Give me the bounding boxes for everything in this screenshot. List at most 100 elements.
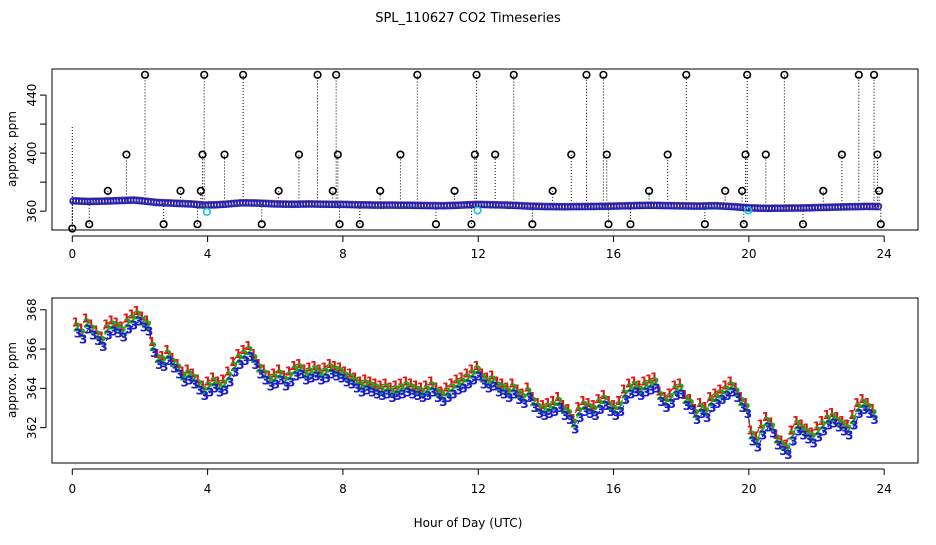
- top-y-axis-title: approx. ppm: [5, 111, 19, 187]
- bottom-series-1-point: 1: [193, 373, 201, 387]
- bottom-series-1-point: 1: [685, 392, 693, 406]
- bottom-series-2-point: 2: [793, 419, 801, 433]
- bottom-series-3-point: 3: [206, 385, 214, 399]
- bottom-series-2-point: 2: [331, 364, 339, 378]
- bottom-series-2-point: 2: [403, 379, 411, 393]
- bottom-series-3-point: 3: [140, 320, 148, 334]
- bottom-series-1-point: 1: [579, 394, 587, 408]
- bottom-series-1-point: 1: [351, 371, 359, 385]
- bottom-series-3-point: 3: [794, 425, 802, 439]
- bottom-series-3-point: 3: [850, 419, 858, 433]
- bottom-series-1-point: 1: [655, 384, 663, 398]
- bottom-x-tick-label: 20: [741, 482, 756, 496]
- bottom-series-3-point: 3: [475, 370, 483, 384]
- bottom-series-1-point: 1: [188, 367, 196, 381]
- bottom-series-2-point: 2: [98, 334, 106, 348]
- top-series-3-point: [871, 203, 879, 211]
- bottom-series-1-point: 1: [361, 373, 369, 387]
- bottom-series-2-point: 2: [773, 432, 781, 446]
- bottom-series-2-point: 2: [605, 399, 613, 413]
- bottom-series-3-point: 3: [186, 374, 194, 388]
- bottom-series-1-point: 1: [483, 371, 491, 385]
- bottom-series-2-point: 2: [311, 364, 319, 378]
- bottom-series-1-point: 1: [224, 365, 232, 379]
- bottom-series-1-point: 1: [493, 374, 501, 388]
- bottom-series-2-point: 2: [712, 391, 720, 405]
- bottom-series-1-point: 1: [711, 386, 719, 400]
- bottom-series-1-point: 1: [269, 367, 277, 381]
- bottom-series-2-point: 2: [702, 405, 710, 419]
- bottom-series-1-point: 1: [574, 400, 582, 414]
- bottom-series-1-point: 1: [863, 396, 871, 410]
- bottom-series-1-point: 1: [168, 351, 176, 365]
- top-x-tick-label: 16: [606, 247, 621, 261]
- bottom-series-2-point: 2: [129, 313, 137, 327]
- bottom-series-3-point: 3: [439, 395, 447, 409]
- bottom-series-3-point: 3: [784, 448, 792, 462]
- bottom-series-2-point: 2: [585, 401, 593, 415]
- bottom-series-3-point: 3: [718, 393, 726, 407]
- bottom-y-tick-label: 366: [25, 338, 39, 361]
- bottom-series-1-point: 1: [214, 374, 222, 388]
- bottom-x-tick-label: 24: [877, 482, 892, 496]
- bottom-series-2-point: 2: [580, 399, 588, 413]
- bottom-x-axis: 0 4 8 12 16 20 24: [68, 468, 892, 496]
- bottom-series-3-point: 3: [607, 405, 615, 419]
- bottom-series-2-point: 2: [296, 362, 304, 376]
- bottom-series-2-point: 2: [656, 389, 664, 403]
- bottom-series-3-point: 3: [155, 358, 163, 372]
- top-spike-point: [509, 70, 518, 79]
- top-spike-point: [819, 186, 828, 195]
- bottom-series-2-point: 2: [281, 374, 289, 388]
- bottom-series-3-point: 3: [734, 391, 742, 405]
- top-y-tick-label: 360: [25, 200, 39, 223]
- bottom-series-1-point: 1: [102, 318, 110, 332]
- bottom-series-1-point: 1: [680, 388, 688, 402]
- bottom-series-3-point: 3: [541, 409, 549, 423]
- bottom-series-3-point: 3: [328, 368, 336, 382]
- bottom-series-3-point: 3: [307, 372, 315, 386]
- bottom-series-3-point: 3: [104, 328, 112, 342]
- bottom-series-2-point: 2: [479, 372, 487, 386]
- bottom-series-1-point: 1: [807, 426, 815, 440]
- top-spike-point: [876, 220, 885, 229]
- bottom-series-1-point: 1: [746, 424, 754, 438]
- bottom-series-3-point: 3: [343, 375, 351, 389]
- bottom-series-1-point: 1: [731, 380, 739, 394]
- bottom-series-3-point: 3: [571, 423, 579, 437]
- bottom-series-1-point: 1: [528, 390, 536, 404]
- bottom-series-1-point: 1: [290, 359, 298, 373]
- bottom-series-3-point: 3: [515, 393, 523, 407]
- bottom-series-3-point: 3: [480, 377, 488, 391]
- bottom-series-2-point: 2: [392, 383, 400, 397]
- bottom-series-3-point: 3: [109, 324, 117, 338]
- bottom-series-1-point: 1: [72, 316, 80, 330]
- bottom-series-1-point: 1: [371, 376, 379, 390]
- bottom-series-3-point: 3: [505, 391, 513, 405]
- bottom-series-2-point: 2: [534, 401, 542, 415]
- bottom-series-1-point: 1: [249, 347, 257, 361]
- bottom-series-1-point: 1: [716, 382, 724, 396]
- top-cyan-point: [202, 207, 212, 216]
- bottom-series-2-point: 2: [494, 379, 502, 393]
- bottom-series-1-point: 1: [442, 380, 450, 394]
- top-spike-point: [313, 70, 322, 79]
- bottom-series-1-point: 1: [209, 371, 217, 385]
- bottom-series-1-point: 1: [234, 347, 242, 361]
- bottom-series-1-point: 1: [741, 396, 749, 410]
- bottom-series-3-point: 3: [520, 397, 528, 411]
- top-spike-point: [741, 150, 750, 159]
- bottom-series-3-point: 3: [89, 328, 97, 342]
- bottom-series-2-point: 2: [737, 395, 745, 409]
- bottom-series-2-point: 2: [661, 395, 669, 409]
- bottom-series-3-point: 3: [160, 360, 168, 374]
- bottom-series-1-point: 1: [630, 374, 638, 388]
- top-y-tick-label: 400: [25, 142, 39, 165]
- bottom-series-2-point: 2: [200, 383, 208, 397]
- bottom-series-1-point: 1: [330, 359, 338, 373]
- bottom-series-3-point: 3: [586, 407, 594, 421]
- bottom-series-1-point: 1: [635, 378, 643, 392]
- bottom-series-3-point: 3: [150, 346, 158, 360]
- bottom-series-1-point: 1: [137, 310, 145, 324]
